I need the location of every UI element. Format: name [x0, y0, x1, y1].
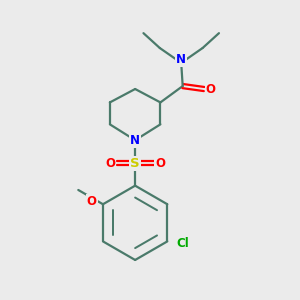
Text: Cl: Cl	[176, 237, 189, 250]
Text: O: O	[155, 157, 165, 170]
Text: O: O	[87, 195, 97, 208]
Text: N: N	[176, 53, 186, 66]
Text: S: S	[130, 157, 140, 170]
Text: O: O	[105, 157, 115, 170]
Text: O: O	[206, 82, 216, 95]
Text: N: N	[130, 134, 140, 147]
